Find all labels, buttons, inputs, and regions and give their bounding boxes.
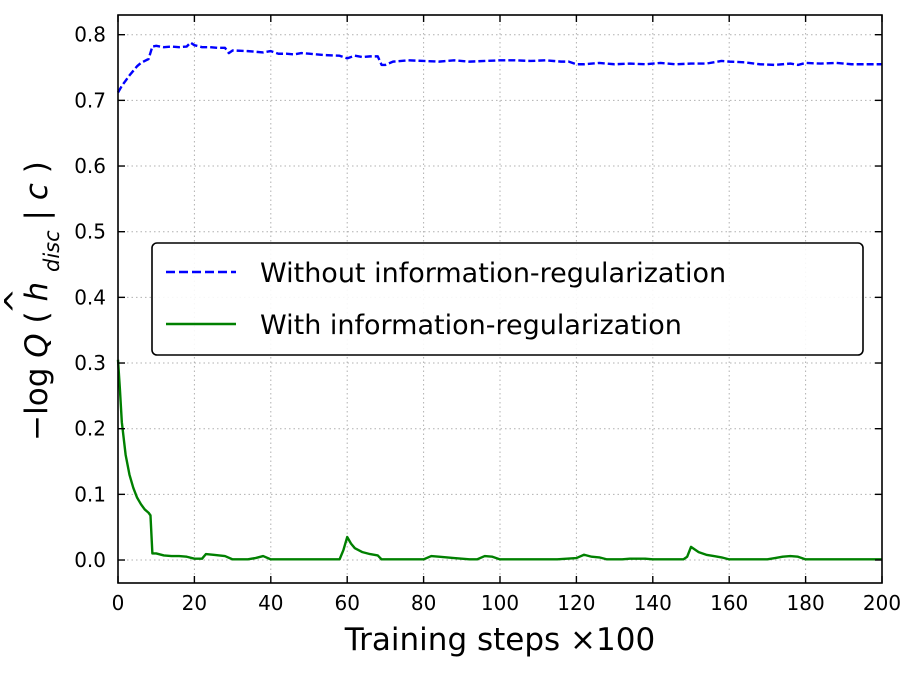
y-tick-label: 0.8: [74, 23, 106, 47]
y-tick-label: 0.4: [74, 285, 106, 309]
x-tick-label: 0: [112, 591, 125, 615]
x-tick-label: 180: [787, 591, 825, 615]
y-tick-label: 0.1: [74, 482, 106, 506]
x-tick-label: 140: [634, 591, 672, 615]
series-lines: [116, 41, 882, 561]
x-tick-label: 200: [863, 591, 901, 615]
x-tick-label: 120: [557, 591, 595, 615]
y-axis-title-subscript: disc: [40, 230, 64, 272]
x-tick-label: 60: [334, 591, 359, 615]
y-axis-title-bar: |: [19, 210, 55, 220]
x-axis-title: Training steps ×100: [344, 622, 655, 658]
series-line-with-regularization: [116, 359, 882, 561]
y-axis-title-close-paren: ): [19, 161, 55, 173]
axis-ticks: 0 20 40 60 80 100 120 140 160 180 200 0.0 0.1 0.2 0.3 0…: [74, 15, 901, 615]
x-tick-label: 160: [710, 591, 748, 615]
x-tick-label: 20: [182, 591, 207, 615]
x-tick-label: 100: [481, 591, 519, 615]
y-tick-label: 0.7: [74, 88, 106, 112]
y-tick-label: 0.0: [74, 548, 106, 572]
y-axis-title-open-paren: (: [19, 311, 55, 323]
legend-label-with: With information-regularization: [260, 310, 682, 341]
svg-text:−log Q ( h: −log Q ( h disc | c ): [19, 161, 64, 441]
y-axis-title-variable: h: [19, 282, 55, 302]
y-tick-label: 0.3: [74, 351, 106, 375]
x-tick-label: 40: [258, 591, 283, 615]
y-tick-label: 0.6: [74, 154, 106, 178]
legend-box: [151, 242, 864, 356]
x-tick-label: 80: [411, 591, 436, 615]
y-axis-title-func: Q: [19, 333, 55, 357]
series-line-without-regularization: [116, 41, 882, 94]
y-axis-title-prefix: −log: [19, 368, 55, 441]
y-axis-title-hat: ^: [0, 288, 35, 314]
legend: Without information-regularization With …: [151, 242, 864, 356]
legend-label-without: Without information-regularization: [260, 258, 726, 289]
y-tick-label: 0.2: [74, 417, 106, 441]
y-axis-title: −log Q ( h disc | c ) ^: [0, 161, 64, 441]
y-tick-label: 0.5: [74, 220, 106, 244]
y-axis-title-given: c: [19, 183, 55, 200]
